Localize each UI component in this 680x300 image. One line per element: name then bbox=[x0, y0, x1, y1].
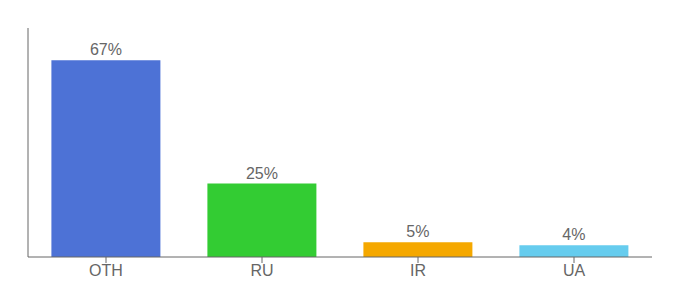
svg-text:UA: UA bbox=[563, 262, 586, 279]
svg-text:67%: 67% bbox=[90, 41, 122, 58]
svg-text:IR: IR bbox=[410, 262, 426, 279]
svg-text:4%: 4% bbox=[562, 226, 585, 243]
svg-text:OTH: OTH bbox=[89, 262, 123, 279]
svg-text:25%: 25% bbox=[246, 165, 278, 182]
svg-text:RU: RU bbox=[250, 262, 273, 279]
svg-text:5%: 5% bbox=[406, 223, 429, 240]
